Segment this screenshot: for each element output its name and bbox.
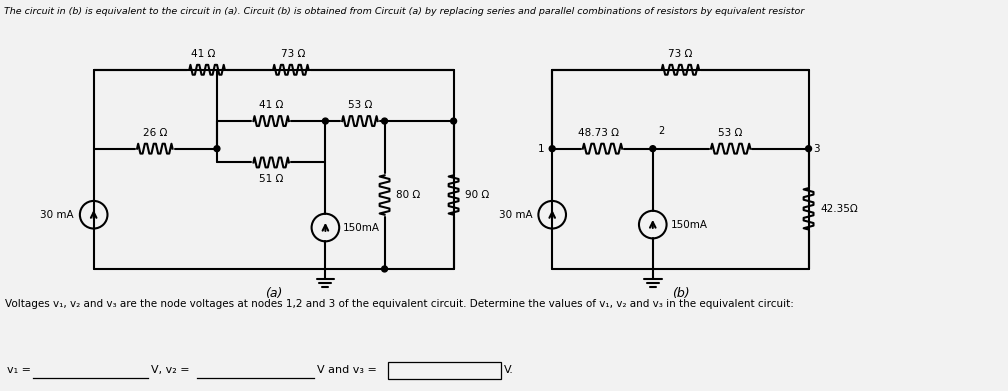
Text: (a): (a): [265, 287, 282, 300]
Circle shape: [549, 146, 555, 152]
Circle shape: [382, 266, 387, 272]
Text: 150mA: 150mA: [343, 222, 380, 233]
Text: 30 mA: 30 mA: [40, 210, 74, 220]
Text: 26 Ω: 26 Ω: [142, 128, 167, 138]
Text: 80 Ω: 80 Ω: [396, 190, 420, 200]
Text: 42.35Ω: 42.35Ω: [821, 204, 858, 214]
Text: V, v₂ =: V, v₂ =: [151, 364, 190, 375]
Text: 73 Ω: 73 Ω: [280, 49, 305, 59]
Text: V.: V.: [504, 364, 514, 375]
Text: 90 Ω: 90 Ω: [466, 190, 490, 200]
Text: 53 Ω: 53 Ω: [719, 128, 743, 138]
Circle shape: [650, 146, 656, 152]
Text: 73 Ω: 73 Ω: [668, 49, 692, 59]
Circle shape: [214, 146, 220, 152]
Circle shape: [323, 118, 329, 124]
Text: v₁ =: v₁ =: [7, 364, 31, 375]
Text: 3: 3: [813, 143, 821, 154]
Circle shape: [382, 118, 387, 124]
Circle shape: [805, 146, 811, 152]
Text: 48.73 Ω: 48.73 Ω: [578, 128, 619, 138]
Text: 53 Ω: 53 Ω: [348, 100, 372, 110]
Text: 150mA: 150mA: [670, 220, 708, 230]
Text: 1: 1: [537, 143, 544, 154]
Text: 41 Ω: 41 Ω: [259, 100, 283, 110]
Text: (b): (b): [671, 287, 689, 300]
Circle shape: [451, 118, 457, 124]
Text: V and v₃ =: V and v₃ =: [317, 364, 376, 375]
Text: 2: 2: [658, 126, 665, 136]
Text: The circuit in (b) is equivalent to the circuit in (a). Circuit (b) is obtained : The circuit in (b) is equivalent to the …: [4, 7, 804, 16]
Text: 30 mA: 30 mA: [499, 210, 532, 220]
FancyBboxPatch shape: [387, 362, 501, 379]
Text: 41 Ω: 41 Ω: [191, 49, 216, 59]
Text: Voltages v₁, v₂ and v₃ are the node voltages at nodes 1,2 and 3 of the equivalen: Voltages v₁, v₂ and v₃ are the node volt…: [5, 299, 794, 308]
Text: 51 Ω: 51 Ω: [259, 174, 283, 184]
